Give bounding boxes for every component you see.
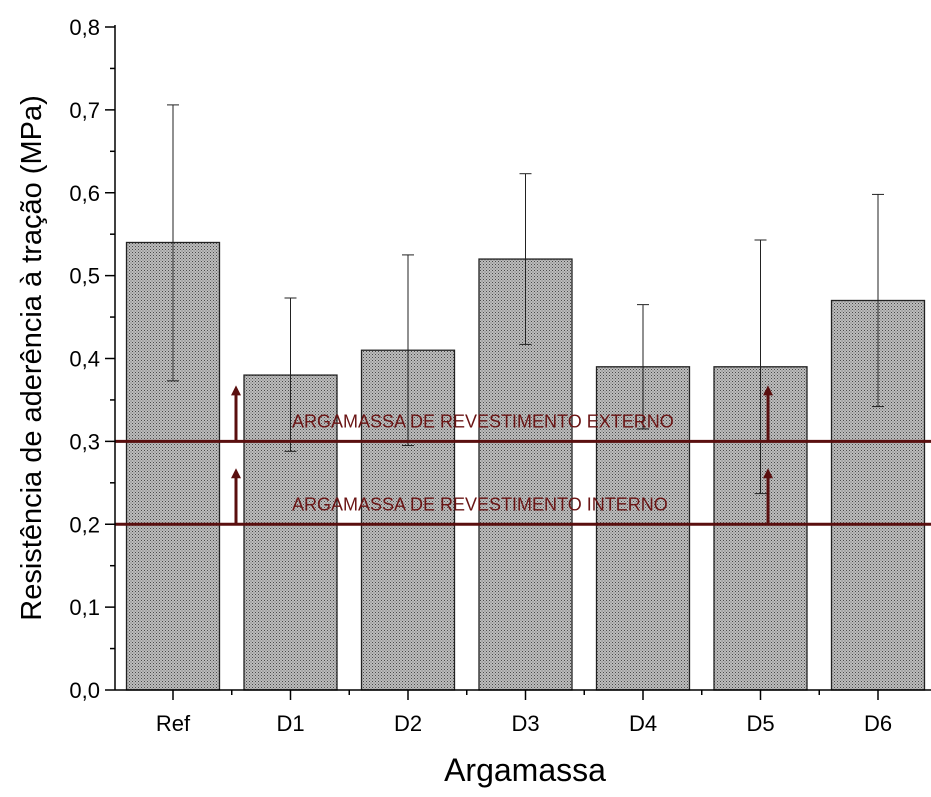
x-tick-label-d3: D3 <box>511 711 539 736</box>
arrow-head <box>763 468 773 479</box>
x-tick-label-d4: D4 <box>629 711 657 736</box>
error-bars-layer <box>167 104 884 495</box>
y-axis-label: Resistência de aderência à tração (MPa) <box>16 95 48 620</box>
reference-line-label: ARGAMASSA DE REVESTIMENTO INTERNO <box>292 494 668 514</box>
x-tick-label-d2: D2 <box>394 711 422 736</box>
error-bar-d3 <box>519 173 532 345</box>
x-tick-label-d6: D6 <box>864 711 892 736</box>
x-tick-label-d1: D1 <box>276 711 304 736</box>
reference-lines-layer: ARGAMASSA DE REVESTIMENTO EXTERNO ARGAMAS… <box>115 385 931 526</box>
error-bar-d4 <box>637 304 649 430</box>
y-tick-label: 0,8 <box>69 15 100 40</box>
reference-line-externo: ARGAMASSA DE REVESTIMENTO EXTERNO <box>115 385 931 443</box>
axes-layer: 0,0 0,1 0,2 0,3 0,4 0,5 0,6 0,7 0,8 Ref D1 D2 D3 D4 D5… <box>69 15 931 736</box>
error-bar-d5 <box>754 239 767 495</box>
error-bar-d2 <box>402 254 414 447</box>
arrow-head <box>231 468 241 479</box>
arrow-head <box>231 385 241 396</box>
x-tick-label-d5: D5 <box>746 711 774 736</box>
y-tick-label: 0,7 <box>69 98 100 123</box>
y-tick-label: 0,6 <box>69 181 100 206</box>
y-tick-label: 0,5 <box>69 264 100 289</box>
error-bar-d6 <box>872 193 884 408</box>
arrow-head <box>763 385 773 396</box>
reference-line-interno: ARGAMASSA DE REVESTIMENTO INTERNO <box>115 468 931 526</box>
y-tick-label: 0,0 <box>69 678 100 703</box>
y-tick-label: 0,3 <box>69 429 100 454</box>
error-bar-d1 <box>284 297 297 452</box>
y-tick-label: 0,4 <box>69 347 100 372</box>
x-axis-label: Argamassa <box>444 752 606 788</box>
y-tick-label: 0,2 <box>69 512 100 537</box>
reference-line-label: ARGAMASSA DE REVESTIMENTO EXTERNO <box>292 411 674 431</box>
x-tick-label-ref: Ref <box>156 711 191 736</box>
error-bar-ref <box>167 104 179 382</box>
y-tick-label: 0,1 <box>69 595 100 620</box>
